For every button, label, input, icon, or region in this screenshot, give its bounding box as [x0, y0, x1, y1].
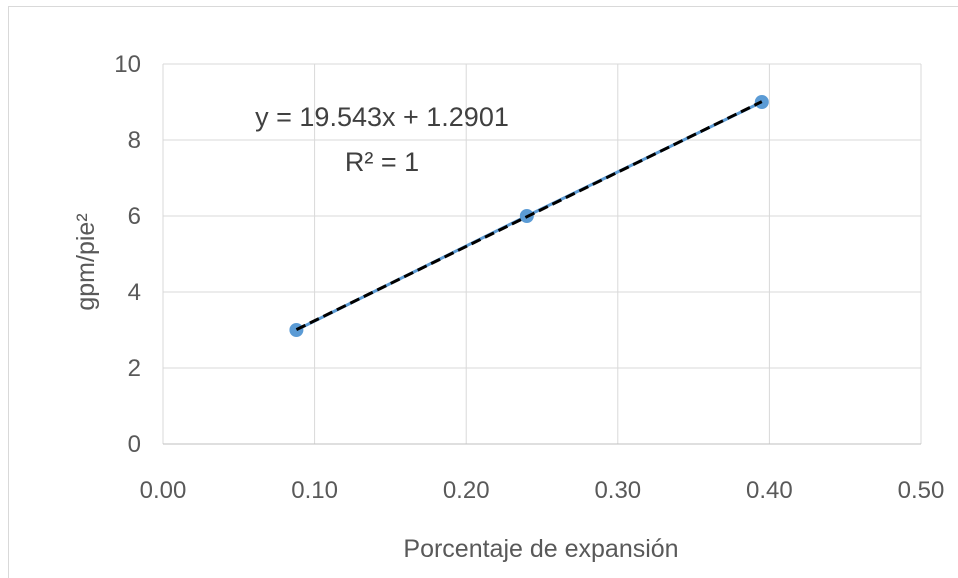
y-tick-label: 2: [128, 355, 141, 382]
x-tick-label: 0.30: [594, 477, 641, 504]
r-squared-label: R² = 1: [345, 147, 419, 177]
gridlines: [163, 63, 922, 444]
x-tick-label: 0.20: [443, 477, 490, 504]
x-tick-label: 0.10: [291, 477, 338, 504]
tick-labels: 0 2 4 6 8 10 0.00 0.10 0.20 0.30 0.40 0.50: [114, 51, 944, 504]
x-axis-title: Porcentaje de expansión: [403, 535, 678, 563]
axes: [162, 64, 921, 445]
x-tick-label: 0.00: [140, 477, 187, 504]
x-tick-label: 0.50: [898, 477, 945, 504]
data-point: [289, 323, 304, 337]
trendline: [295, 100, 763, 331]
y-tick-label: 6: [128, 203, 141, 230]
trendline-line: [295, 100, 763, 331]
y-axis-title: gpm/pie²: [72, 213, 100, 310]
chart-frame: [8, 6, 958, 578]
trendline-equation: y = 19.543x + 1.2901: [255, 102, 509, 132]
y-tick-label: 4: [128, 279, 141, 306]
y-tick-label: 8: [128, 127, 141, 154]
y-tick-label: 0: [128, 431, 141, 458]
y-tick-label: 10: [114, 51, 141, 78]
x-tick-label: 0.40: [746, 477, 793, 504]
